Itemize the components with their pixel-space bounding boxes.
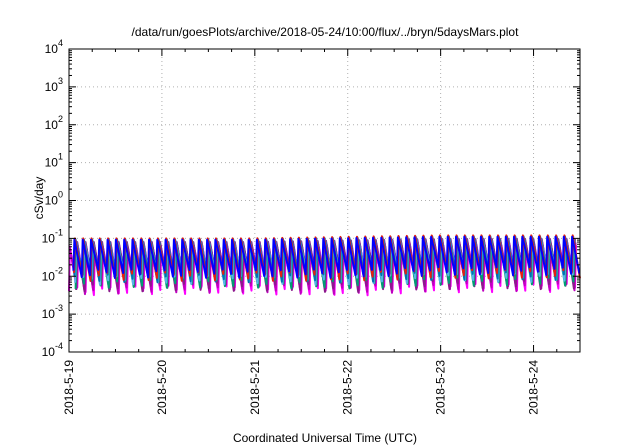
y-tick-label: 101 <box>45 152 63 170</box>
x-tick-label: 2018-5-24 <box>527 360 541 415</box>
y-axis-ticks: 10-4 10-3 10-2 10-1 100 101 102 103 104 <box>42 38 580 359</box>
y-tick-label: 102 <box>45 114 63 132</box>
data-series <box>68 234 581 297</box>
y-tick-label: 10-1 <box>42 227 63 245</box>
y-tick-label: 103 <box>45 76 63 94</box>
x-tick-label: 2018-5-20 <box>155 360 169 415</box>
y-axis-label: cSv/day <box>32 177 46 220</box>
series-line <box>72 235 581 279</box>
y-tick-label: 10-2 <box>42 265 63 283</box>
y-tick-label: 100 <box>45 190 63 208</box>
x-axis-ticks: 2018-5-19 2018-5-20 2018-5-21 2018-5-22 2018… <box>62 49 558 415</box>
x-tick-label: 2018-5-22 <box>341 360 355 415</box>
chart-title: /data/run/goesPlots/archive/2018-05-24/1… <box>132 25 520 39</box>
y-tick-label: 10-3 <box>42 303 63 321</box>
x-tick-label: 2018-5-21 <box>248 360 262 415</box>
x-tick-label: 2018-5-23 <box>434 360 448 415</box>
x-tick-label: 2018-5-19 <box>62 360 76 415</box>
y-tick-label: 104 <box>45 38 63 56</box>
x-axis-label: Coordinated Universal Time (UTC) <box>233 431 417 445</box>
y-tick-label: 10-4 <box>42 341 63 359</box>
grid-lines <box>69 49 580 352</box>
